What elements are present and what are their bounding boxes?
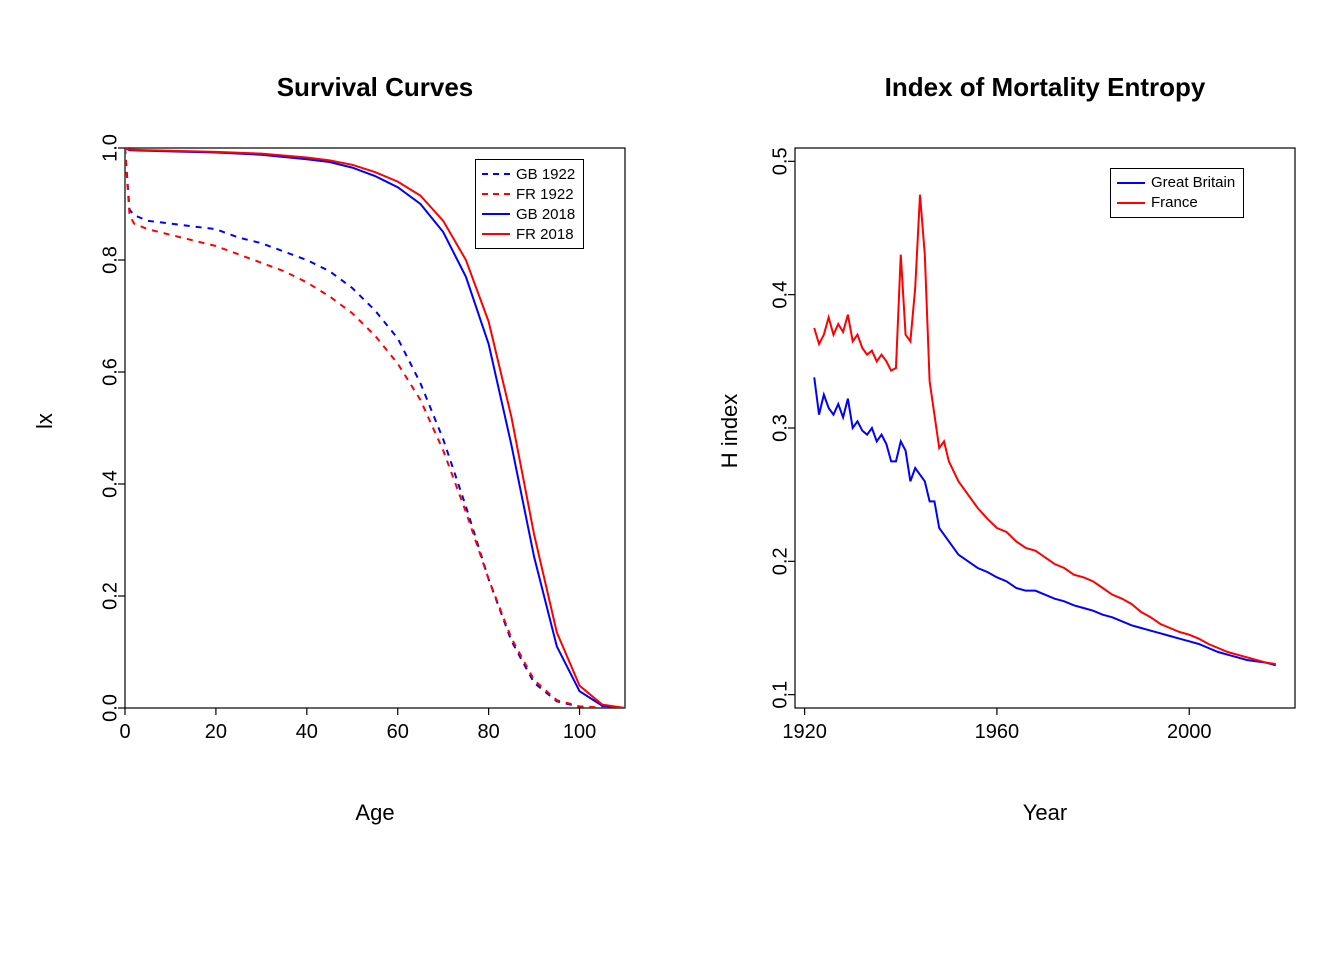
y-tick-label: 0.1	[769, 681, 791, 709]
legend-label: Great Britain	[1151, 174, 1235, 191]
legend-item: Great Britain	[1117, 173, 1235, 193]
right-xlabel: Year	[795, 800, 1295, 826]
legend-item: France	[1117, 193, 1235, 213]
legend-swatch	[1117, 202, 1145, 204]
y-tick-label: 0.5	[769, 147, 791, 175]
series-line	[814, 377, 1276, 665]
x-tick-label: 1920	[782, 721, 827, 743]
right-ylabel: H index	[717, 371, 743, 491]
x-tick-label: 1960	[975, 721, 1020, 743]
y-tick-label: 0.3	[769, 414, 791, 442]
legend-swatch	[1117, 182, 1145, 184]
plot-border	[795, 148, 1295, 708]
x-tick-label: 2000	[1167, 721, 1212, 743]
legend-label: France	[1151, 194, 1198, 211]
figure-container: Survival Curves 0204060801000.00.20.40.6…	[0, 0, 1344, 960]
right-legend: Great Britain France	[1110, 168, 1244, 218]
y-tick-label: 0.4	[769, 281, 791, 309]
y-tick-label: 0.2	[769, 547, 791, 575]
